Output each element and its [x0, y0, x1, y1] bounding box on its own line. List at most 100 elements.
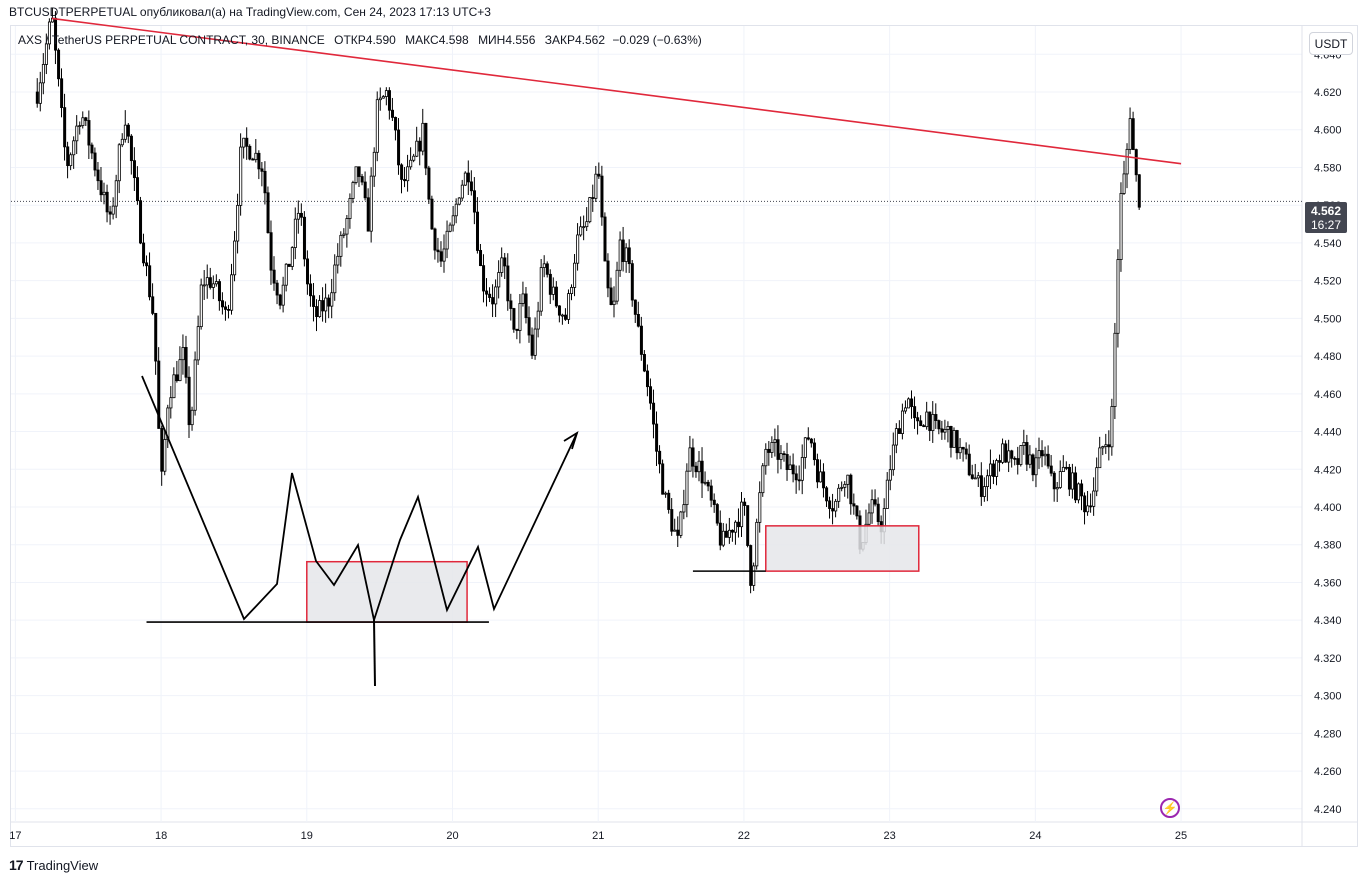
candle-body: [78, 125, 82, 127]
candle-body: [309, 283, 313, 297]
candle-body: [415, 140, 419, 157]
candle-body: [66, 146, 70, 167]
symbol-legend: AXS / TetherUS PERPETUAL CONTRACT, 30, B…: [18, 33, 702, 47]
candle-body: [248, 145, 252, 160]
candle-body: [1089, 505, 1093, 508]
candle-body: [837, 487, 841, 502]
candle-body: [1010, 450, 1014, 459]
candle-body: [652, 402, 656, 425]
y-tick-label: 4.440: [1314, 427, 1342, 439]
candle-body: [157, 360, 161, 429]
candle-body: [967, 453, 971, 476]
candle-body: [907, 398, 911, 409]
candle-body: [985, 475, 989, 488]
candle-body: [479, 250, 483, 267]
candle-body: [582, 226, 586, 229]
currency-button[interactable]: USDT: [1309, 32, 1353, 55]
candle-body: [275, 282, 279, 296]
candle-body: [642, 354, 646, 372]
candle-body: [1016, 458, 1020, 465]
publish-caption: BTCUSDTPERPETUAL опубликовал(а) на Tradi…: [9, 5, 491, 19]
candle-body: [655, 423, 659, 452]
candle-body: [776, 439, 780, 460]
candle-body: [910, 398, 914, 407]
candle-body: [1095, 467, 1099, 492]
candle-body: [436, 249, 440, 253]
candle-body: [876, 503, 880, 522]
candle-body: [670, 509, 674, 532]
candle-body: [676, 529, 680, 536]
candle-body: [488, 293, 492, 298]
candle-body: [299, 212, 303, 218]
candle-body: [190, 409, 194, 426]
candle-body: [205, 277, 209, 286]
candle-body: [894, 428, 898, 446]
candle-body: [834, 500, 838, 512]
candle-body: [606, 260, 610, 289]
candle-body: [530, 334, 534, 356]
candle-body: [491, 297, 495, 305]
candle-body: [737, 521, 741, 528]
candle-body: [767, 448, 771, 453]
drawings: [51, 17, 1182, 687]
x-tick-label: 17: [9, 830, 21, 842]
y-tick-label: 4.240: [1314, 804, 1342, 816]
brand-footer[interactable]: 17 TradingView: [9, 857, 98, 873]
candle-body: [843, 483, 847, 488]
brand-name: TradingView: [26, 857, 99, 873]
candle-body: [1046, 453, 1050, 467]
candle-body: [129, 135, 133, 162]
candle-body: [554, 286, 558, 307]
candle-body: [585, 221, 589, 228]
candle-body: [60, 78, 64, 108]
y-tick-label: 4.420: [1314, 464, 1342, 476]
candle-body: [409, 159, 413, 168]
candle-body: [712, 499, 716, 505]
candle-body: [667, 492, 671, 510]
candle-body: [184, 347, 188, 378]
candle-body: [961, 446, 965, 450]
candle-body: [266, 192, 270, 234]
y-tick-label: 4.380: [1314, 540, 1342, 552]
candle-body: [102, 191, 106, 196]
candle-body: [718, 522, 722, 546]
candle-body: [390, 109, 394, 118]
candle-body: [187, 376, 191, 426]
candle-body: [937, 420, 941, 430]
candles: [35, 7, 1141, 594]
zone-box: [765, 525, 920, 572]
y-tick-label: 4.460: [1314, 389, 1342, 401]
candle-body: [761, 465, 765, 494]
candle-body: [403, 179, 407, 182]
candle-body: [132, 160, 136, 179]
candle-body: [615, 269, 619, 302]
candle-body: [221, 300, 225, 308]
candle-body: [75, 125, 79, 142]
candle-body: [284, 263, 288, 286]
arrow-head: [563, 430, 579, 450]
candle-body: [1122, 173, 1126, 194]
candle-body: [123, 124, 127, 140]
candle-body: [96, 169, 100, 182]
candle-body: [257, 152, 261, 170]
candle-body: [922, 425, 926, 428]
candle-body: [1080, 483, 1084, 497]
candle-body: [321, 300, 325, 312]
candle-body: [445, 230, 449, 250]
candle-body: [688, 447, 692, 472]
candle-body: [934, 414, 938, 421]
candle-body: [828, 500, 832, 509]
candle-body: [633, 299, 637, 315]
candle-body: [597, 173, 601, 177]
chart-frame: [10, 25, 1358, 847]
candle-body: [749, 545, 753, 586]
candle-body: [1067, 466, 1071, 490]
candle-body: [506, 265, 510, 302]
candle-body: [142, 242, 146, 264]
candle-body: [384, 90, 388, 97]
candle-body: [979, 475, 983, 497]
lightning-icon[interactable]: ⚡: [1160, 798, 1180, 818]
candle-body: [503, 257, 507, 267]
candle-body: [949, 426, 953, 448]
